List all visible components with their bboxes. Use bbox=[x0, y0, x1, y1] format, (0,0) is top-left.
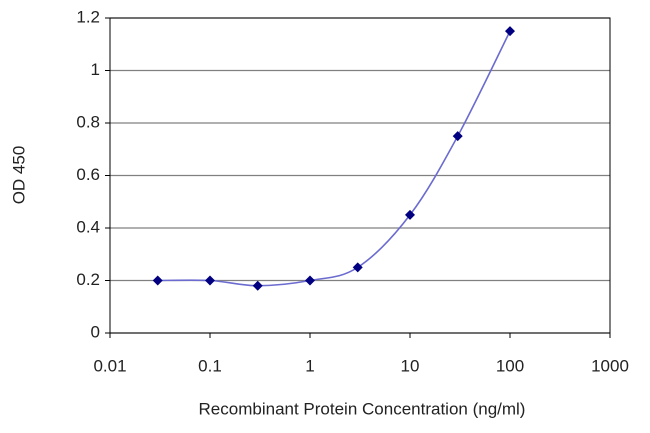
x-tick-label: 1000 bbox=[591, 356, 629, 375]
y-tick-label: 0 bbox=[91, 322, 100, 341]
x-tick-label: 0.1 bbox=[198, 356, 222, 375]
line bbox=[157, 30, 511, 287]
point bbox=[152, 275, 163, 286]
point bbox=[452, 131, 463, 142]
y-axis-label: OD 450 bbox=[9, 146, 28, 205]
point bbox=[205, 275, 215, 286]
point bbox=[252, 280, 263, 291]
x-tick-label: 1 bbox=[305, 356, 314, 375]
point bbox=[305, 275, 315, 286]
y-tick-label: 1 bbox=[91, 60, 100, 79]
x-tick-label: 100 bbox=[496, 356, 524, 375]
y-tick-label: 0.2 bbox=[76, 270, 100, 289]
point bbox=[405, 209, 415, 220]
x-axis-label: Recombinant Protein Concentration (ng/ml… bbox=[199, 399, 526, 418]
y-tick-label: 0.6 bbox=[76, 165, 100, 184]
x-tick-label: 10 bbox=[401, 356, 420, 375]
y-tick-label: 0.4 bbox=[76, 217, 100, 236]
point bbox=[352, 262, 363, 273]
plot-frame bbox=[109, 17, 611, 334]
y-tick-label: 0.8 bbox=[76, 112, 100, 131]
y-tick-label: 1.2 bbox=[76, 7, 100, 26]
point bbox=[505, 26, 515, 37]
x-tick-label: 0.01 bbox=[93, 356, 126, 375]
